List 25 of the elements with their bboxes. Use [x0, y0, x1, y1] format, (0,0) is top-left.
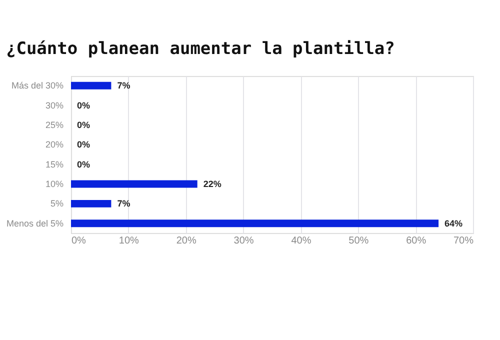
data-label: 7%: [117, 80, 130, 91]
y-tick-label: 20%: [45, 140, 64, 150]
y-tick-label: 10%: [45, 179, 64, 190]
chart-title: ¿Cuánto planean aumentar la plantilla?: [6, 39, 395, 59]
x-tick-label: 20%: [176, 236, 196, 246]
data-label: 7%: [117, 198, 130, 209]
data-label: 0%: [77, 159, 90, 170]
data-label: 0%: [77, 120, 90, 130]
x-tick-label: 70%: [453, 236, 474, 246]
x-tick-label: 10%: [118, 236, 140, 246]
x-tick-label: 60%: [406, 236, 426, 246]
y-tick-label: 30%: [45, 100, 64, 110]
data-label: 0%: [77, 100, 90, 110]
x-tick-label: 50%: [348, 236, 369, 246]
y-tick-label: Menos del 5%: [6, 218, 64, 228]
y-tick-label: 25%: [45, 120, 64, 130]
data-label: 0%: [77, 140, 90, 150]
x-tick-label: 30%: [234, 236, 254, 246]
x-tick-label: 0%: [72, 236, 86, 246]
y-tick-label: Más del 30%: [11, 80, 64, 91]
data-label: 22%: [203, 179, 222, 190]
x-tick-label: 40%: [291, 236, 312, 246]
y-tick-label: 15%: [45, 159, 64, 170]
y-tick-label: 5%: [50, 198, 64, 209]
data-label: 64%: [444, 218, 463, 228]
